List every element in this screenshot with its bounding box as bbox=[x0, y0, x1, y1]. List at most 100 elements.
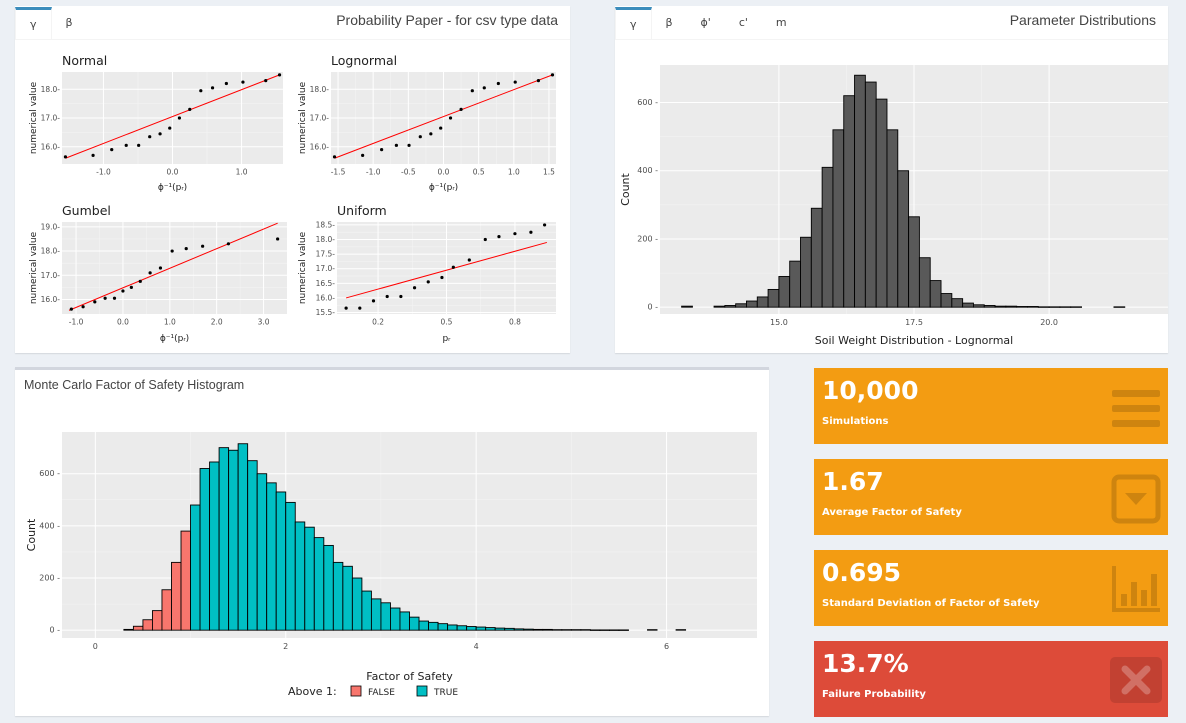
data-point bbox=[483, 237, 487, 242]
x-axis-label: Soil Weight Distribution - Lognormal bbox=[815, 334, 1013, 347]
bar bbox=[767, 288, 780, 308]
y-tick-label: 200 - bbox=[637, 234, 658, 243]
data-point bbox=[426, 280, 430, 284]
bar bbox=[589, 629, 601, 631]
bar bbox=[256, 473, 268, 631]
bar bbox=[756, 296, 769, 308]
fos-histogram-chart: 0 2 4 6 0 - 200 - 400 - 600 - Factor of Safety Co… bbox=[25, 432, 757, 698]
x-tick-label: 0 bbox=[93, 642, 98, 651]
bar bbox=[361, 590, 372, 631]
bar bbox=[647, 629, 658, 631]
y-tick-label: 16.0- bbox=[41, 295, 61, 304]
bar bbox=[504, 627, 515, 631]
tab-gamma[interactable]: γ bbox=[15, 7, 52, 39]
probability-paper-panel: γ β Probability Paper - for csv type dat… bbox=[15, 6, 570, 353]
x-tick-label: 0.8 bbox=[509, 318, 521, 327]
plot-title: Normal bbox=[62, 53, 107, 68]
monte-carlo-title: Monte Carlo Factor of Safety Histogram bbox=[24, 378, 245, 392]
x-axis-label: ϕ⁻¹(pᵣ) bbox=[160, 334, 189, 344]
failure-probability-value: 13.7% bbox=[822, 649, 909, 678]
bar bbox=[294, 521, 306, 631]
bar bbox=[418, 620, 429, 631]
y-tick-label: 18.0- bbox=[310, 85, 330, 94]
bar bbox=[713, 305, 726, 308]
simulations-value: 10,000 bbox=[822, 376, 919, 405]
y-tick-label: 400 - bbox=[637, 166, 658, 175]
data-point bbox=[439, 126, 443, 130]
bar bbox=[428, 621, 439, 631]
y-tick-label: 18.5- bbox=[316, 220, 336, 229]
y-tick-label: 17.0- bbox=[41, 114, 61, 123]
x-tick-label: 0.0 bbox=[117, 318, 129, 327]
bar bbox=[209, 461, 220, 631]
tab-beta[interactable]: β bbox=[65, 16, 73, 29]
tab-phi[interactable]: ϕ' bbox=[700, 16, 711, 29]
close-icon bbox=[1110, 657, 1162, 703]
probability-paper-tabs: γ β Probability Paper - for csv type dat… bbox=[15, 6, 570, 40]
bar bbox=[332, 561, 344, 631]
gumbel-plot: -1.0 0.0 1.0 2.0 3.0 16.0- 17.0- 18.0- 19.0-Gumb… bbox=[29, 203, 287, 344]
y-tick-label: 17.0- bbox=[310, 114, 330, 123]
bar bbox=[1113, 306, 1126, 308]
y-tick-label: 18.0- bbox=[41, 85, 61, 94]
data-point bbox=[361, 153, 365, 157]
y-axis-label: numerical value bbox=[298, 81, 308, 154]
x-tick-label: 0.2 bbox=[372, 318, 384, 327]
normal-plot: -1.0 0.0 1.0 16.0- 17.0- 18.0- Normal ϕ⁻¹(pᵣ) nu… bbox=[29, 53, 283, 193]
bar bbox=[886, 129, 899, 308]
bar bbox=[532, 628, 544, 631]
data-point bbox=[112, 296, 117, 300]
data-point bbox=[276, 237, 280, 241]
bar bbox=[285, 501, 296, 631]
y-tick-label: 0 - bbox=[647, 303, 658, 312]
bar bbox=[897, 170, 910, 308]
std-dev-fos-value-box: 0.695 Standard Deviation of Factor of Sa… bbox=[814, 550, 1168, 626]
tab-gamma[interactable]: γ bbox=[615, 7, 652, 39]
parameter-distributions-panel: γ β ϕ' c' m Parameter Distributions 15.0… bbox=[615, 6, 1168, 353]
bar bbox=[466, 626, 477, 631]
bar bbox=[618, 629, 629, 631]
failure-probability-value-box: 13.7% Failure Probability bbox=[814, 641, 1168, 717]
y-axis-label: Count bbox=[619, 172, 632, 205]
tab-beta[interactable]: β bbox=[665, 16, 673, 29]
bar bbox=[542, 628, 553, 631]
fit-line bbox=[345, 241, 548, 299]
x-axis-label: ϕ⁻¹(pᵣ) bbox=[158, 183, 187, 193]
fit-line bbox=[65, 74, 280, 159]
bar bbox=[940, 293, 953, 308]
bar bbox=[180, 530, 191, 631]
data-point bbox=[121, 289, 125, 293]
bar bbox=[951, 298, 964, 308]
tab-cohesion[interactable]: c' bbox=[738, 16, 748, 29]
data-point bbox=[129, 285, 133, 289]
tab-m[interactable]: m bbox=[775, 16, 787, 29]
x-tick-label: 1.0 bbox=[508, 168, 520, 177]
probability-paper-title: Probability Paper - for csv type data bbox=[336, 12, 558, 28]
y-tick-label: 17.0- bbox=[316, 264, 336, 273]
bar bbox=[1070, 306, 1082, 308]
data-point bbox=[470, 89, 474, 93]
data-point bbox=[467, 258, 471, 262]
bar bbox=[409, 616, 420, 631]
soil-weight-chart: 15.0 17.5 20.0 0 - 200 - 400 - 600 - Soil Weigh… bbox=[619, 65, 1168, 347]
bar bbox=[494, 627, 506, 631]
bar bbox=[370, 598, 382, 631]
legend-key-false bbox=[350, 685, 362, 697]
y-tick-label: 16.0- bbox=[41, 142, 61, 151]
x-axis-label: ϕ⁻¹(pᵣ) bbox=[429, 183, 458, 193]
x-tick-label: 2.0 bbox=[211, 318, 223, 327]
data-point bbox=[412, 286, 417, 290]
plot-title: Uniform bbox=[337, 203, 387, 218]
data-point bbox=[344, 306, 348, 310]
legend-label-true: TRUE bbox=[433, 688, 458, 698]
bar bbox=[983, 305, 996, 308]
y-tick-label: 16.0- bbox=[316, 293, 336, 302]
legend-key-true bbox=[416, 685, 428, 697]
bar bbox=[199, 468, 211, 631]
bar bbox=[1037, 306, 1050, 308]
plot-title: Gumbel bbox=[62, 203, 111, 218]
bar bbox=[800, 236, 812, 308]
bar bbox=[570, 629, 582, 631]
x-tick-label: 4 bbox=[474, 642, 479, 651]
bar bbox=[864, 81, 877, 308]
